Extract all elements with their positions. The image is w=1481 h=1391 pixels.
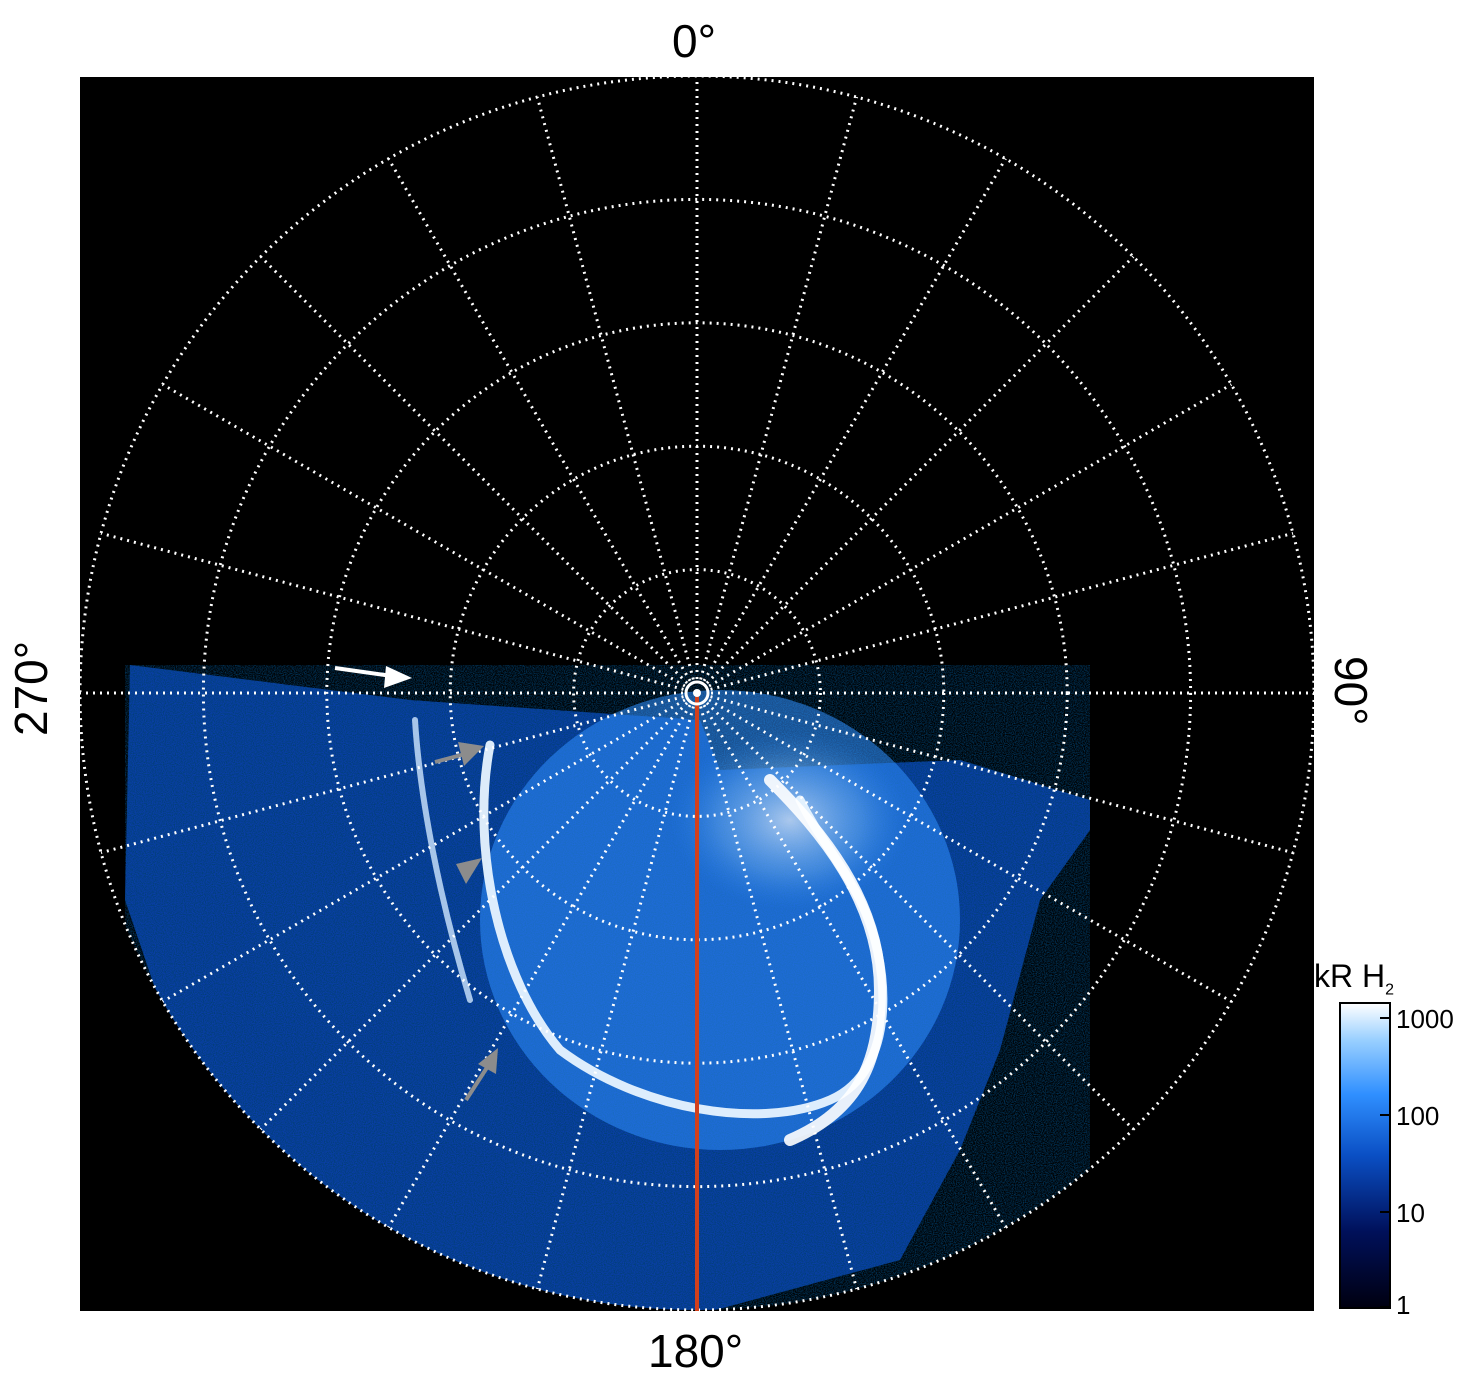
grid-meridian xyxy=(710,695,1294,855)
grid-meridian xyxy=(702,157,1007,682)
angle-label-left: 270° xyxy=(5,640,57,736)
grid-meridian xyxy=(161,698,686,1003)
gray-arrow-middle xyxy=(456,858,482,884)
gray-arrow-upper xyxy=(434,742,484,766)
colorbar-tick-label: 10 xyxy=(1396,1198,1425,1228)
grid-meridian xyxy=(708,383,1233,688)
colorbar-title-sub: 2 xyxy=(1385,981,1395,999)
gray-arrow-lower xyxy=(464,1048,498,1102)
colorbar-tick-marks xyxy=(1380,1017,1390,1308)
grid-meridian xyxy=(699,706,859,1290)
angle-label-bottom: 180° xyxy=(648,1325,744,1377)
angle-label-top: 0° xyxy=(672,15,716,67)
secondary-arc xyxy=(412,717,473,1003)
colorbar xyxy=(1339,1002,1391,1309)
grid-meridian xyxy=(705,255,1135,685)
angle-label-right: 90° xyxy=(1325,656,1377,726)
grid-meridian xyxy=(161,383,686,688)
pole-marker-inner xyxy=(693,689,701,697)
colorbar-tick-label: 1 xyxy=(1396,1290,1411,1320)
grid-meridian xyxy=(100,531,684,691)
white-arrow xyxy=(334,666,412,688)
colorbar-tick-label: 100 xyxy=(1396,1101,1440,1131)
grid-ring xyxy=(201,197,1193,1189)
dawn-arc xyxy=(764,774,887,1146)
colorbar-title: kR H2 xyxy=(1314,958,1394,999)
grid-meridian xyxy=(710,531,1294,691)
colorbar-title-main: kR H xyxy=(1314,958,1386,994)
grid-ring xyxy=(572,568,822,818)
colorbar-tick-label: 1000 xyxy=(1396,1004,1454,1034)
polar-grid xyxy=(80,77,1314,1311)
colorbar-gradient xyxy=(1339,1002,1391,1309)
grid-meridian xyxy=(259,701,689,1131)
pole-marker-outer xyxy=(684,680,710,706)
grid-meridian xyxy=(699,96,859,680)
grid-meridian xyxy=(535,706,695,1290)
grid-meridian xyxy=(535,96,695,680)
grid-meridian xyxy=(259,255,689,685)
grid-meridian xyxy=(705,701,1135,1131)
grid-meridian xyxy=(702,704,1007,1229)
grid-meridian xyxy=(100,695,684,855)
grid-meridian xyxy=(708,698,1233,1003)
emission-map xyxy=(125,665,1090,1310)
grid-meridian xyxy=(387,157,692,682)
grid-meridian xyxy=(387,704,692,1229)
emission-dusk-glow xyxy=(670,730,910,910)
